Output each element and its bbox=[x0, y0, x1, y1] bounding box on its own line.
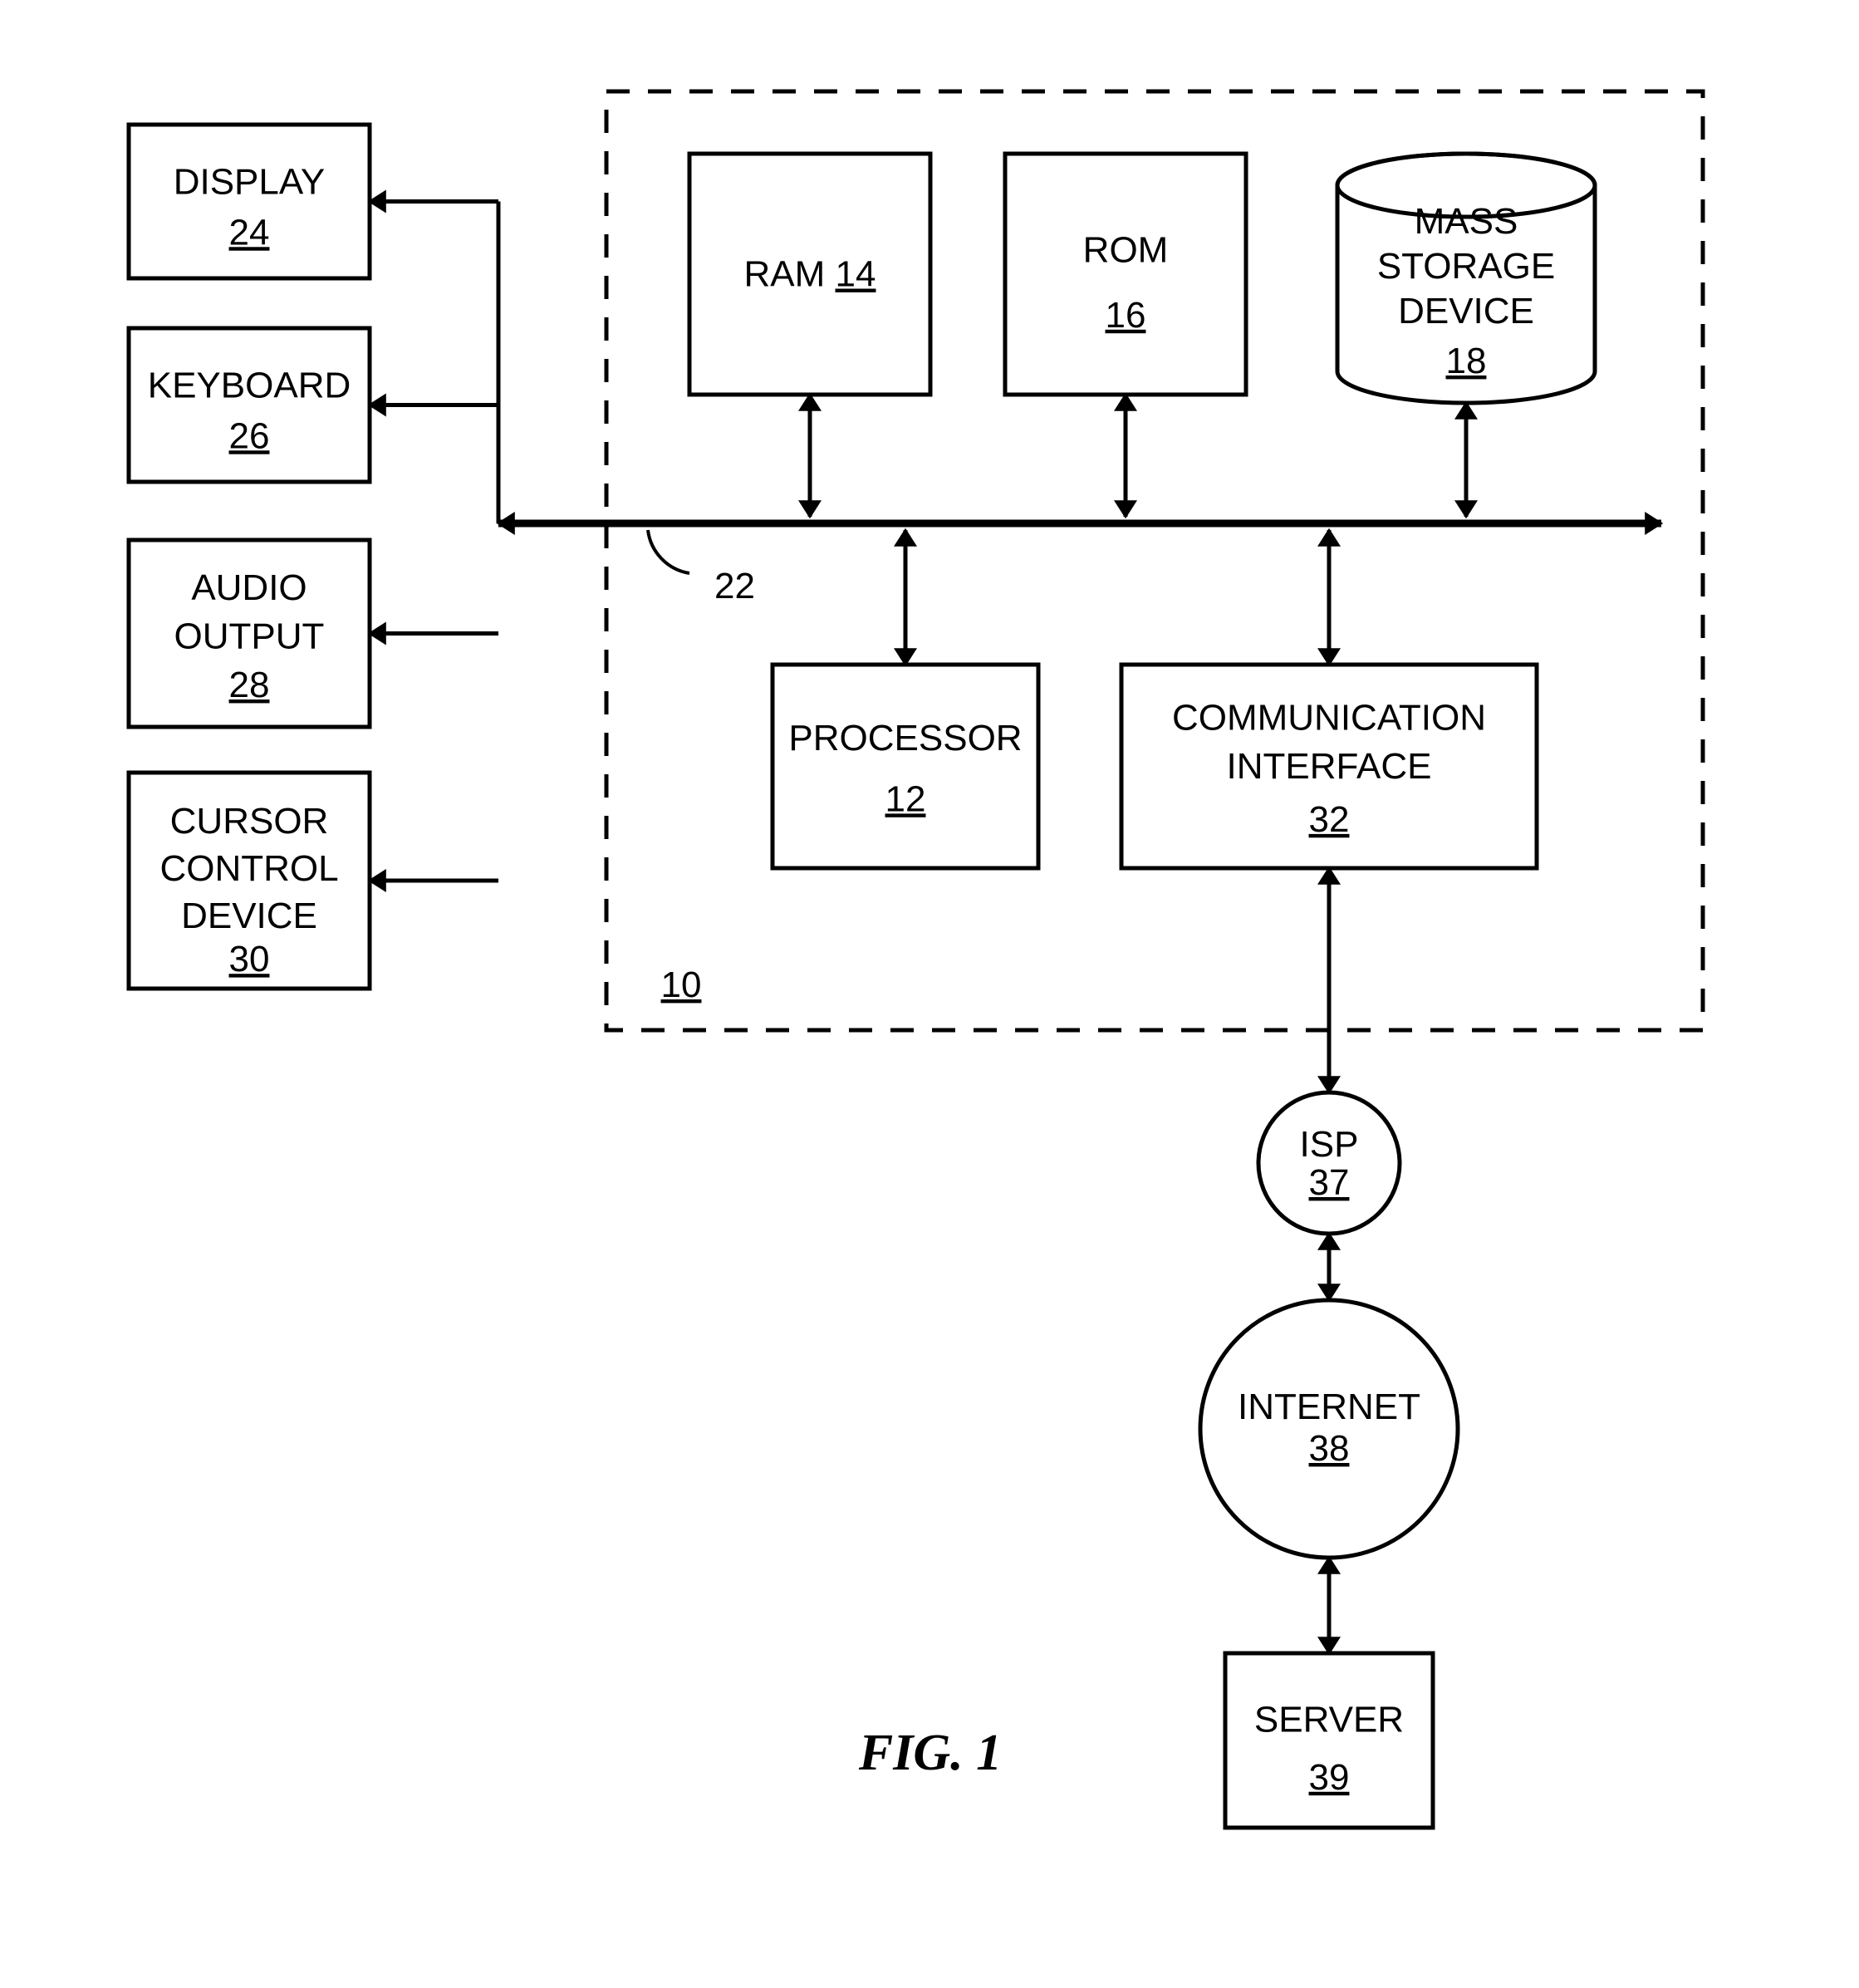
ram-box: RAM 14 bbox=[689, 154, 930, 395]
svg-text:OUTPUT: OUTPUT bbox=[174, 616, 325, 657]
comm-box: COMMUNICATION INTERFACE 32 bbox=[1121, 665, 1537, 868]
svg-text:INTERFACE: INTERFACE bbox=[1227, 746, 1432, 787]
svg-text:INTERNET: INTERNET bbox=[1238, 1387, 1420, 1427]
svg-text:CONTROL: CONTROL bbox=[159, 848, 338, 889]
svg-text:39: 39 bbox=[1309, 1757, 1350, 1798]
keyboard-box: KEYBOARD 26 bbox=[129, 328, 370, 482]
svg-text:FIG. 1: FIG. 1 bbox=[858, 1725, 1002, 1781]
svg-text:KEYBOARD: KEYBOARD bbox=[148, 365, 351, 405]
svg-text:SERVER: SERVER bbox=[1254, 1700, 1404, 1740]
display-box: DISPLAY 24 bbox=[129, 125, 370, 278]
svg-text:CURSOR: CURSOR bbox=[170, 801, 329, 842]
svg-text:MASS: MASS bbox=[1415, 201, 1518, 242]
svg-text:DEVICE: DEVICE bbox=[181, 896, 317, 936]
processor-box: PROCESSOR 12 bbox=[773, 665, 1038, 868]
svg-text:DISPLAY: DISPLAY bbox=[174, 161, 326, 202]
svg-text:16: 16 bbox=[1106, 295, 1146, 336]
isp-circle: ISP37 bbox=[1258, 1092, 1400, 1234]
cursor-box: CURSOR CONTROL DEVICE30 bbox=[129, 773, 370, 989]
system-block-diagram: 10 22 DISPLAY 24 KEYBOARD 26 AUDIO OUTPUT 28 CURS… bbox=[0, 0, 1859, 1988]
server-box: SERVER 39 bbox=[1225, 1653, 1433, 1828]
svg-text:32: 32 bbox=[1309, 799, 1350, 840]
storage-cylinder: MASSSTORAGEDEVICE 18 bbox=[1337, 154, 1595, 403]
svg-text:AUDIO: AUDIO bbox=[191, 567, 307, 608]
svg-text:30: 30 bbox=[229, 939, 270, 979]
svg-text:DEVICE: DEVICE bbox=[1398, 291, 1534, 331]
svg-text:RAM 14: RAM 14 bbox=[744, 254, 876, 295]
svg-text:12: 12 bbox=[885, 778, 926, 819]
svg-text:PROCESSOR: PROCESSOR bbox=[788, 718, 1022, 758]
svg-text:38: 38 bbox=[1309, 1428, 1350, 1469]
svg-text:26: 26 bbox=[229, 415, 270, 456]
svg-text:18: 18 bbox=[1446, 341, 1487, 381]
svg-text:ROM: ROM bbox=[1083, 230, 1169, 271]
svg-text:22: 22 bbox=[714, 566, 755, 606]
svg-text:COMMUNICATION: COMMUNICATION bbox=[1172, 697, 1486, 738]
audio-box: AUDIO OUTPUT 28 bbox=[129, 540, 370, 727]
svg-text:10: 10 bbox=[661, 965, 702, 1005]
svg-text:24: 24 bbox=[229, 212, 270, 253]
bus-label-leader bbox=[648, 530, 689, 573]
svg-text:37: 37 bbox=[1309, 1162, 1350, 1203]
svg-text:28: 28 bbox=[229, 665, 270, 705]
rom-box: ROM 16 bbox=[1005, 154, 1246, 395]
internet-circle: INTERNET38 bbox=[1200, 1300, 1458, 1558]
svg-text:ISP: ISP bbox=[1300, 1124, 1359, 1165]
svg-text:STORAGE: STORAGE bbox=[1377, 246, 1555, 287]
